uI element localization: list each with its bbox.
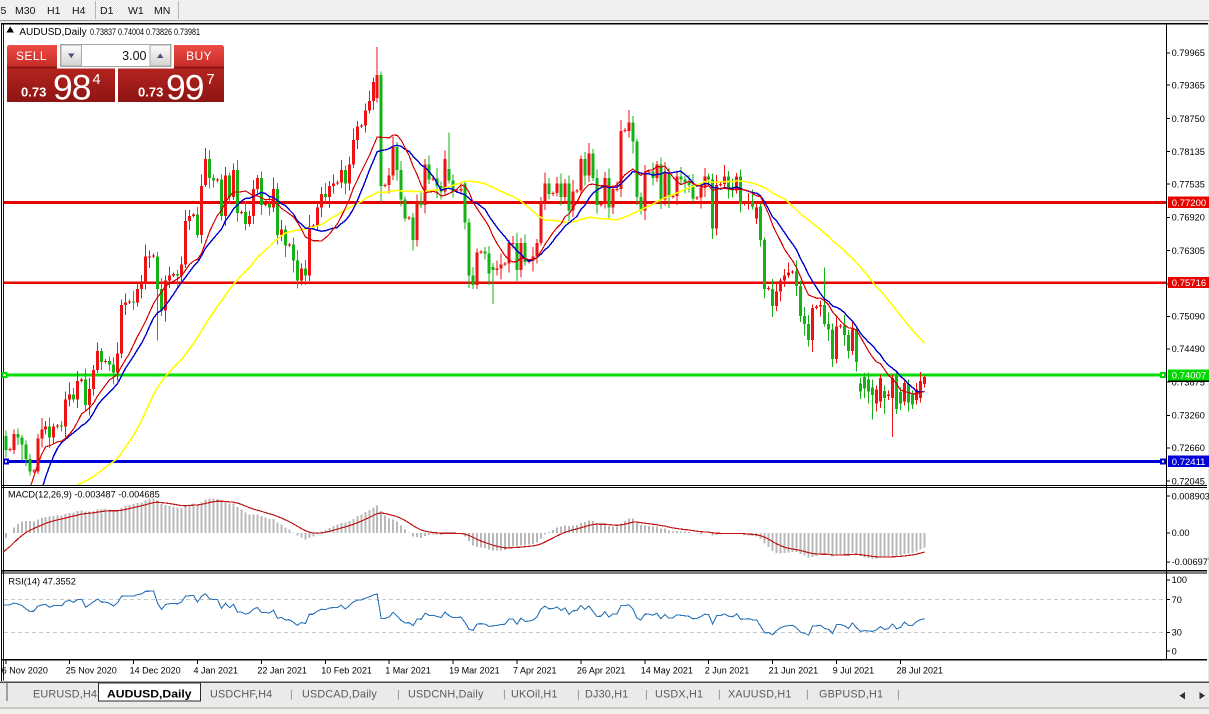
svg-text:7: 7 <box>207 72 215 88</box>
svg-text:4: 4 <box>93 72 101 88</box>
svg-text:|: | <box>806 689 809 701</box>
svg-text:0.77535: 0.77535 <box>1172 180 1205 190</box>
svg-text:0.73: 0.73 <box>21 85 46 100</box>
svg-text:0.78135: 0.78135 <box>1172 147 1205 157</box>
svg-text:USDCNH,Daily: USDCNH,Daily <box>408 689 484 701</box>
svg-text:0.76305: 0.76305 <box>1172 246 1205 256</box>
svg-text:0.73837 0.74004 0.73826 0.7398: 0.73837 0.74004 0.73826 0.73981 <box>90 27 200 38</box>
svg-text:1 Mar 2021: 1 Mar 2021 <box>385 666 431 676</box>
svg-text:|: | <box>290 689 293 701</box>
svg-text:|: | <box>577 689 580 701</box>
svg-text:GBPUSD,H1: GBPUSD,H1 <box>819 689 883 701</box>
svg-text:SELL: SELL <box>16 49 47 63</box>
svg-text:2 Jun 2021: 2 Jun 2021 <box>705 666 750 676</box>
svg-text:EURUSD,H4: EURUSD,H4 <box>33 689 97 701</box>
svg-text:4 Jan 2021: 4 Jan 2021 <box>194 666 239 676</box>
svg-text:0.75716: 0.75716 <box>1172 278 1206 289</box>
svg-text:W1: W1 <box>128 5 144 17</box>
svg-text:USDX,H1: USDX,H1 <box>655 689 703 701</box>
svg-text:0.75090: 0.75090 <box>1172 312 1205 322</box>
svg-text:0.78750: 0.78750 <box>1172 114 1205 124</box>
svg-text:MACD(12,26,9) -0.003487 -0.004: MACD(12,26,9) -0.003487 -0.004685 <box>8 490 160 500</box>
svg-text:21 Jun 2021: 21 Jun 2021 <box>769 666 819 676</box>
svg-text:H1: H1 <box>47 5 61 17</box>
svg-text:0.74490: 0.74490 <box>1172 344 1205 354</box>
svg-text:5: 5 <box>1 5 7 17</box>
svg-text:D1: D1 <box>100 5 114 17</box>
svg-text:28 Jul 2021: 28 Jul 2021 <box>897 666 944 676</box>
svg-text:0.72411: 0.72411 <box>1172 457 1206 468</box>
svg-text:0.72660: 0.72660 <box>1172 443 1205 453</box>
svg-text:0.008903: 0.008903 <box>1172 491 1209 501</box>
svg-text:99: 99 <box>166 68 204 108</box>
svg-text:0.73: 0.73 <box>138 85 163 100</box>
svg-text:100: 100 <box>1172 575 1187 585</box>
svg-text:|: | <box>645 689 648 701</box>
svg-text:BUY: BUY <box>186 49 212 63</box>
svg-text:0.79365: 0.79365 <box>1172 81 1205 91</box>
svg-text:26 Apr 2021: 26 Apr 2021 <box>577 666 626 676</box>
svg-text:M30: M30 <box>15 5 36 17</box>
svg-text:70: 70 <box>1172 595 1182 605</box>
svg-text:0.74007: 0.74007 <box>1172 371 1206 382</box>
svg-text:0.77200: 0.77200 <box>1172 198 1206 209</box>
svg-text:USDCAD,Daily: USDCAD,Daily <box>302 689 377 701</box>
svg-text:AUDUSD,Daily: AUDUSD,Daily <box>19 27 86 38</box>
svg-text:RSI(14) 47.3552: RSI(14) 47.3552 <box>8 576 75 586</box>
svg-text:|: | <box>503 689 506 701</box>
svg-text:22 Jan 2021: 22 Jan 2021 <box>257 666 307 676</box>
svg-text:98: 98 <box>53 68 91 108</box>
svg-text:6 Nov 2020: 6 Nov 2020 <box>2 666 48 676</box>
svg-text:30: 30 <box>1172 628 1182 638</box>
svg-text:25 Nov 2020: 25 Nov 2020 <box>66 666 117 676</box>
svg-text:|: | <box>897 689 900 701</box>
svg-text:AUDUSD,Daily: AUDUSD,Daily <box>107 689 192 701</box>
svg-text:|: | <box>718 689 721 701</box>
svg-text:0.00: 0.00 <box>1172 528 1190 538</box>
svg-text:19 Mar 2021: 19 Mar 2021 <box>449 666 500 676</box>
svg-text:10 Feb 2021: 10 Feb 2021 <box>321 666 372 676</box>
svg-text:H4: H4 <box>72 5 86 17</box>
svg-text:USDCHF,H4: USDCHF,H4 <box>210 689 272 701</box>
svg-text:DJ30,H1: DJ30,H1 <box>585 689 628 701</box>
svg-text:XAUUSD,H1: XAUUSD,H1 <box>728 689 792 701</box>
svg-text:UKOil,H1: UKOil,H1 <box>511 689 558 701</box>
svg-text:MN: MN <box>154 5 170 17</box>
svg-text:0: 0 <box>1172 646 1177 656</box>
svg-text:0.73260: 0.73260 <box>1172 411 1205 421</box>
svg-text:9 Jul 2021: 9 Jul 2021 <box>833 666 875 676</box>
svg-text:-0.006977: -0.006977 <box>1172 557 1209 567</box>
svg-text:14 Dec 2020: 14 Dec 2020 <box>130 666 181 676</box>
svg-text:0.76920: 0.76920 <box>1172 213 1205 223</box>
svg-text:3.00: 3.00 <box>122 49 146 63</box>
svg-text:0.72045: 0.72045 <box>1172 476 1205 486</box>
svg-text:14 May 2021: 14 May 2021 <box>641 666 693 676</box>
svg-text:0.79965: 0.79965 <box>1172 48 1205 58</box>
svg-text:7 Apr 2021: 7 Apr 2021 <box>513 666 557 676</box>
svg-text:|: | <box>397 689 400 701</box>
svg-text:0.73875: 0.73875 <box>1172 377 1205 387</box>
